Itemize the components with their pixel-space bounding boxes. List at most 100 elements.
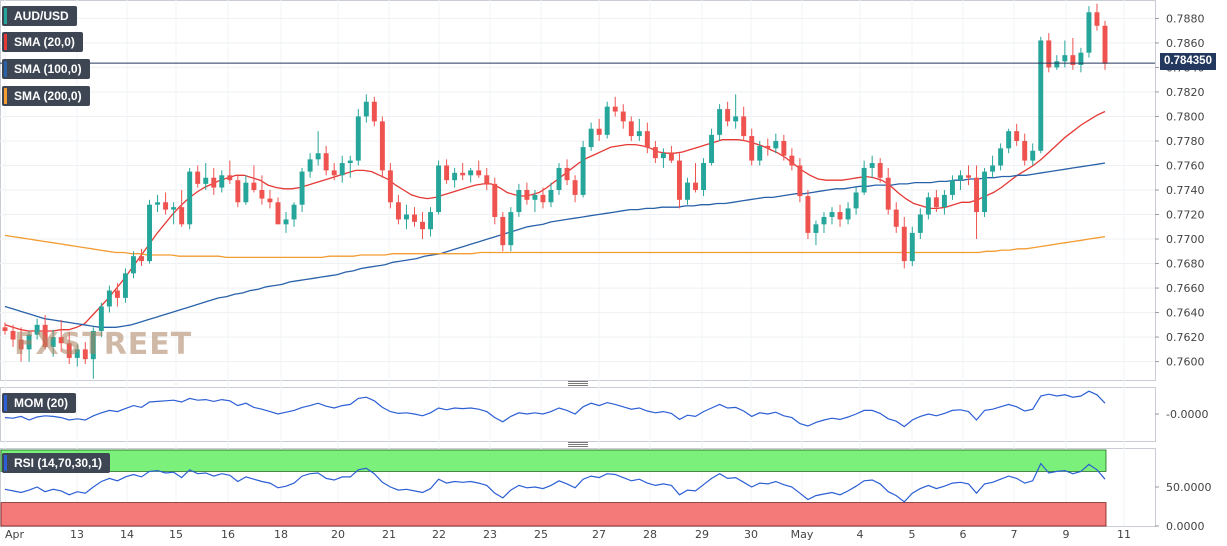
candle-body (251, 182, 257, 190)
sma200-line (4, 234, 1106, 259)
candle-bear (179, 190, 185, 227)
sma200-color-swatch (4, 88, 7, 104)
candle-bear (676, 153, 682, 209)
candle-body (941, 194, 947, 208)
candle-body (853, 192, 859, 209)
candle-bear (492, 177, 498, 225)
legend-rsi-label: RSI (14,70,30,1) (14, 456, 103, 470)
candle-bear (420, 212, 425, 240)
candle-bear (893, 202, 899, 233)
time-x-tick-label: 6 (960, 528, 967, 541)
candle-body (1046, 40, 1052, 68)
candle-bull (548, 182, 554, 208)
candle-bear (805, 190, 811, 240)
candles-layer (2, 3, 1108, 379)
legend-sma200: SMA (200,0) (2, 86, 90, 106)
time-x-tick-label: 27 (592, 528, 606, 541)
candle-bull (869, 155, 875, 178)
price-y-tick-label: 0.7620 (1166, 331, 1205, 344)
axis-layer: 0.78800.78600.78400.78200.78000.77800.77… (5, 12, 1212, 541)
candle-bear (267, 190, 273, 209)
time-x-tick-label: Apr (5, 528, 25, 541)
candle-bull (122, 268, 128, 303)
candle-body (1086, 12, 1092, 53)
candle-bear (837, 204, 843, 227)
candle-bull (171, 202, 177, 225)
candle-body (436, 165, 442, 213)
candle-bull (1078, 47, 1084, 73)
candle-bull (403, 204, 409, 230)
candle-bear (379, 116, 385, 178)
candle-bull (428, 207, 434, 237)
candle-bull (829, 207, 835, 225)
candle-body (171, 207, 177, 210)
candle-body (733, 116, 739, 122)
candle-body (163, 202, 169, 210)
candle-body (307, 159, 313, 172)
candle-body (861, 167, 867, 193)
candle-body (508, 212, 514, 246)
time-x-tick-label: 22 (432, 528, 446, 541)
candle-body (90, 330, 96, 360)
candle-body (355, 116, 361, 161)
candle-bull (861, 160, 867, 195)
candle-body (749, 136, 755, 161)
candle-body (540, 194, 546, 203)
candle-body (259, 190, 265, 199)
candle-bear (765, 138, 771, 156)
candle-bear (331, 163, 337, 181)
candle-body (1102, 25, 1108, 64)
time-x-tick-label: 25 (534, 528, 548, 541)
candle-bear (668, 145, 674, 164)
candle-bear (725, 101, 731, 127)
candle-bull (307, 153, 313, 178)
candle-bear (387, 163, 393, 209)
candle-body (460, 172, 466, 176)
candle-body (130, 256, 136, 274)
legend-sma100: SMA (100,0) (2, 59, 90, 79)
candle-body (299, 171, 305, 205)
candle-body (179, 207, 185, 225)
candle-body (676, 160, 682, 200)
candle-bear (524, 182, 530, 205)
candle-bear (741, 106, 747, 141)
candle-body (106, 290, 112, 307)
candle-bull (219, 170, 225, 193)
candle-bull (604, 101, 610, 139)
candle-bear (572, 175, 578, 203)
candle-body (291, 204, 297, 220)
candle-bear (10, 324, 16, 347)
mom-color-swatch (4, 395, 7, 411)
candle-bull (155, 194, 161, 213)
candle-bear (966, 165, 971, 186)
time-x-tick-label: May (791, 528, 814, 541)
candle-body (420, 221, 425, 230)
candle-bull (90, 327, 96, 379)
rsi-oversold-band (0, 502, 1107, 527)
candle-bear (18, 327, 24, 362)
time-x-tick-label: 29 (695, 528, 709, 541)
candle-bull (1054, 55, 1060, 70)
price-y-tick-label: 0.7740 (1166, 184, 1205, 197)
candle-bear (781, 134, 787, 161)
candle-body (331, 170, 337, 176)
candle-bull (283, 212, 289, 233)
candle-body (147, 204, 152, 262)
candle-body (781, 140, 787, 156)
candle-bull (1006, 128, 1012, 154)
candle-bull (187, 167, 193, 230)
candle-bear (444, 159, 450, 184)
price-y-tick-label: 0.7680 (1166, 258, 1205, 271)
rsi-color-swatch (4, 455, 7, 471)
candle-body (403, 214, 409, 220)
candle-body (114, 290, 120, 298)
candle-body (315, 153, 321, 160)
candle-body (917, 214, 923, 233)
candle-bear (259, 175, 265, 205)
candle-body (1006, 131, 1012, 149)
candle-bull (516, 183, 522, 217)
price-y-tick-label: 0.7860 (1166, 37, 1205, 50)
candle-bear (596, 118, 602, 141)
candle-bull (925, 192, 931, 220)
candle-body (877, 163, 883, 178)
